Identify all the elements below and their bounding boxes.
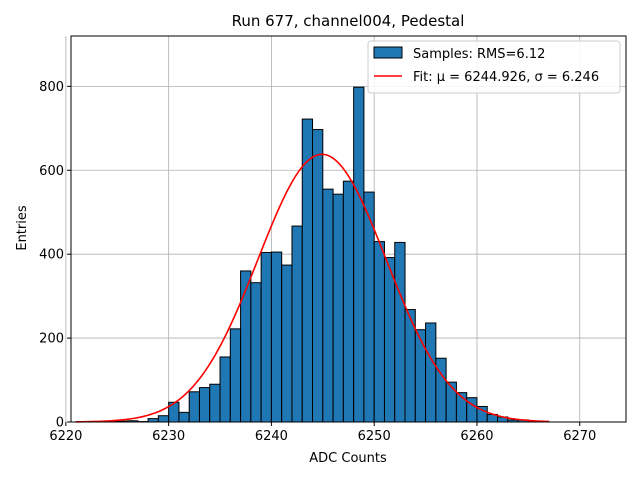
histogram-bar: [209, 383, 221, 423]
x-tick-label: 6260: [460, 429, 493, 444]
histogram-bar: [260, 251, 272, 423]
histogram-bar: [178, 411, 190, 423]
histogram-bar: [322, 188, 334, 423]
histogram-bar: [147, 418, 159, 423]
histogram-bar: [270, 251, 283, 423]
legend: Samples: RMS=6.12 Fit: μ = 6244.926, σ =…: [367, 40, 621, 94]
histogram-bar: [250, 282, 262, 423]
y-axis-label: Entries: [15, 205, 30, 251]
histogram-bar: [353, 86, 365, 423]
histogram-bar: [229, 328, 242, 423]
histogram-bar: [425, 322, 437, 423]
x-tick-label: 6230: [152, 429, 185, 444]
histogram-bar: [373, 241, 385, 423]
legend-fit-label: Fit: μ = 6244.926, σ = 6.246: [413, 70, 599, 85]
y-tick-label: 400: [39, 248, 64, 263]
x-tick-label: 6240: [255, 429, 288, 444]
y-tick-label: 800: [39, 80, 64, 95]
histogram-bar: [219, 356, 231, 423]
x-axis-label: ADC Counts: [309, 451, 387, 466]
histogram-bar: [291, 225, 303, 423]
histogram-bars: [75, 86, 550, 423]
histogram-bar: [394, 241, 406, 423]
y-tick-label: 600: [39, 164, 64, 179]
histogram-bar: [157, 415, 170, 423]
histogram-bar: [383, 257, 396, 423]
histogram-bar: [281, 264, 293, 423]
y-tick-label: 200: [39, 332, 64, 347]
histogram-bar: [198, 387, 211, 423]
legend-histogram-label: Samples: RMS=6.12: [413, 47, 545, 62]
histogram-bar: [445, 381, 457, 423]
histogram-bar: [332, 193, 344, 423]
legend-histogram-swatch: [373, 46, 403, 59]
histogram-bar: [312, 129, 324, 423]
y-tick-label: 0: [56, 416, 64, 431]
legend-box: [367, 40, 621, 94]
axis-ticks: 6220 6230 6240 6250 6260 6270 0 200 400 600 800: [39, 80, 596, 444]
histogram-bar: [240, 270, 252, 423]
histogram-bar: [342, 180, 355, 423]
x-tick-label: 6270: [563, 429, 596, 444]
histogram-bar: [414, 329, 427, 423]
x-tick-label: 6220: [49, 429, 82, 444]
fit-curve: [76, 153, 549, 423]
plot-frame: [70, 35, 627, 423]
chart-title: Run 677, channel004, Pedestal: [232, 12, 465, 30]
histogram-bar: [188, 391, 200, 423]
x-tick-label: 6250: [358, 429, 391, 444]
